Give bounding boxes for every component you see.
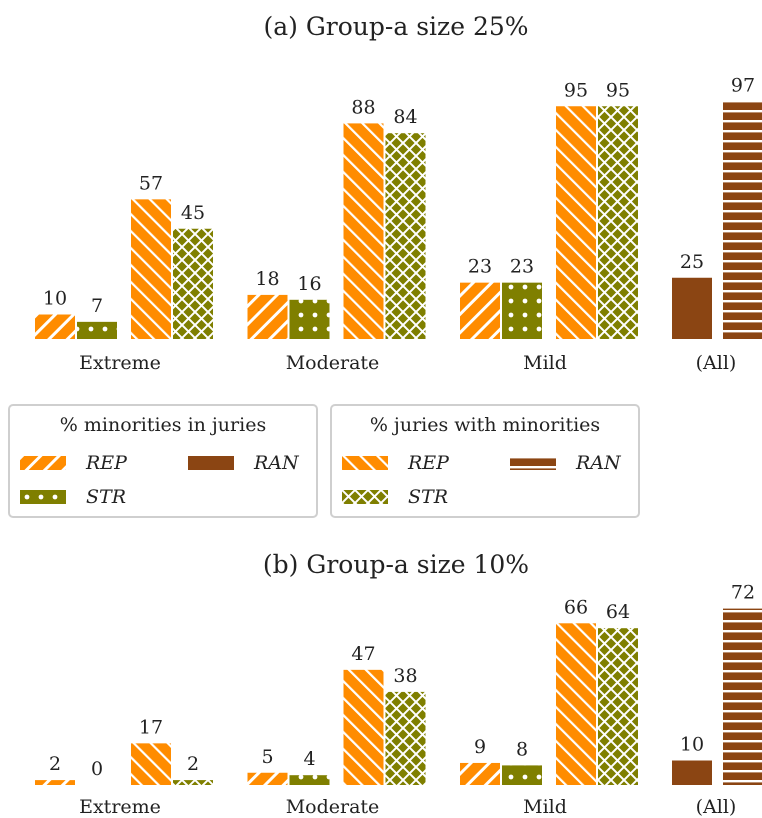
chart-a: 10 7 57 45 Extreme 18 16 88 84 Moderate 23 23 95 95 Mi… xyxy=(35,74,762,374)
bar-value-label: 4 xyxy=(303,748,315,770)
bar xyxy=(556,106,596,339)
bar xyxy=(460,762,500,785)
bar-value-label: 45 xyxy=(181,202,205,224)
legend-entry-str: STR xyxy=(342,486,448,508)
bar xyxy=(131,199,171,339)
bar-value-label: 8 xyxy=(516,738,528,760)
legend-label: REP xyxy=(86,452,127,474)
legend-label: RAN xyxy=(254,452,299,474)
bar xyxy=(723,608,762,785)
legend-swatch-rep xyxy=(342,456,388,470)
legend-entry-rep: REP xyxy=(342,452,449,474)
bar xyxy=(173,780,213,785)
legend-entry-rep: REP xyxy=(20,452,127,474)
category-label: (All) xyxy=(696,796,737,818)
bar xyxy=(460,282,500,339)
bar-value-label: 88 xyxy=(351,96,375,118)
bar-value-label: 18 xyxy=(255,268,279,290)
legend-minorities-in-juries: % minorities in juries REP RAN STR xyxy=(8,404,318,518)
category-label: Moderate xyxy=(286,352,380,374)
bar xyxy=(502,282,542,339)
bar-value-label: 9 xyxy=(474,736,486,758)
legend-label: REP xyxy=(408,452,449,474)
category-label: Mild xyxy=(523,352,567,374)
bar-value-label: 16 xyxy=(297,273,321,295)
chart-b-title: (b) Group-a size 10% xyxy=(263,550,529,579)
bar-value-label: 25 xyxy=(680,251,704,273)
bar-value-label: 10 xyxy=(43,288,67,310)
legend-label: RAN xyxy=(576,452,621,474)
bar xyxy=(247,772,288,785)
bar-value-label: 17 xyxy=(139,716,163,738)
legend-entry-str: STR xyxy=(20,486,126,508)
category-label: (All) xyxy=(696,352,737,374)
legend-swatch-rep xyxy=(20,456,66,470)
bar xyxy=(723,101,762,339)
bar xyxy=(672,760,712,785)
bar-value-label: 5 xyxy=(261,746,273,768)
bar-value-label: 38 xyxy=(393,665,417,687)
legend-title: % juries with minorities xyxy=(369,414,601,436)
bar-value-label: 23 xyxy=(468,256,492,278)
bar-value-label: 66 xyxy=(564,596,588,618)
bar xyxy=(343,669,384,785)
bar xyxy=(598,106,638,339)
chart-b: 2 0 17 2 Extreme 5 4 47 38 Moderate 9 8 66 64 Mild 10 72… xyxy=(35,582,762,818)
bar-value-label: 23 xyxy=(510,256,534,278)
bar xyxy=(77,321,117,339)
chart-a-title: (a) Group-a size 25% xyxy=(263,12,528,41)
legend-label: STR xyxy=(408,486,448,508)
bar-value-label: 95 xyxy=(564,79,588,101)
category-label: Extreme xyxy=(79,796,161,818)
bar xyxy=(343,123,384,340)
legend-title: % minorities in juries xyxy=(59,414,267,436)
bar-value-label: 2 xyxy=(49,753,61,775)
bar-value-label: 84 xyxy=(393,106,417,128)
bar xyxy=(502,765,542,785)
legend-swatch-ran xyxy=(510,456,556,470)
bar-value-label: 47 xyxy=(351,643,375,665)
bar xyxy=(598,628,638,785)
bar xyxy=(556,623,596,785)
legend-juries-with-minorities: % juries with minorities REP RAN STR xyxy=(330,404,640,518)
legend-label: STR xyxy=(86,486,126,508)
bar xyxy=(385,691,426,785)
legend-swatch-ran xyxy=(188,456,234,470)
bar-value-label: 2 xyxy=(187,753,199,775)
category-label: Extreme xyxy=(79,352,161,374)
bar xyxy=(672,277,712,339)
bar xyxy=(289,299,330,339)
bar xyxy=(173,228,213,339)
bar-value-label: 64 xyxy=(606,601,630,623)
bar-value-label: 97 xyxy=(731,74,755,96)
bar xyxy=(35,314,75,339)
legend-entry-ran: RAN xyxy=(510,452,621,474)
bar xyxy=(247,294,288,339)
bar-value-label: 72 xyxy=(731,582,755,604)
bar-value-label: 57 xyxy=(139,172,163,194)
bar xyxy=(131,743,171,785)
category-label: Moderate xyxy=(286,796,380,818)
bar-value-label: 95 xyxy=(606,79,630,101)
legend-swatch-str xyxy=(20,490,66,504)
legend-entry-ran: RAN xyxy=(188,452,299,474)
bar xyxy=(289,775,330,785)
bar xyxy=(385,133,426,339)
legend-swatch-str xyxy=(342,490,388,504)
bar-value-label: 10 xyxy=(680,734,704,756)
category-label: Mild xyxy=(523,796,567,818)
bar-value-label: 0 xyxy=(91,758,103,780)
bar-value-label: 7 xyxy=(91,295,103,317)
bar xyxy=(35,780,75,785)
